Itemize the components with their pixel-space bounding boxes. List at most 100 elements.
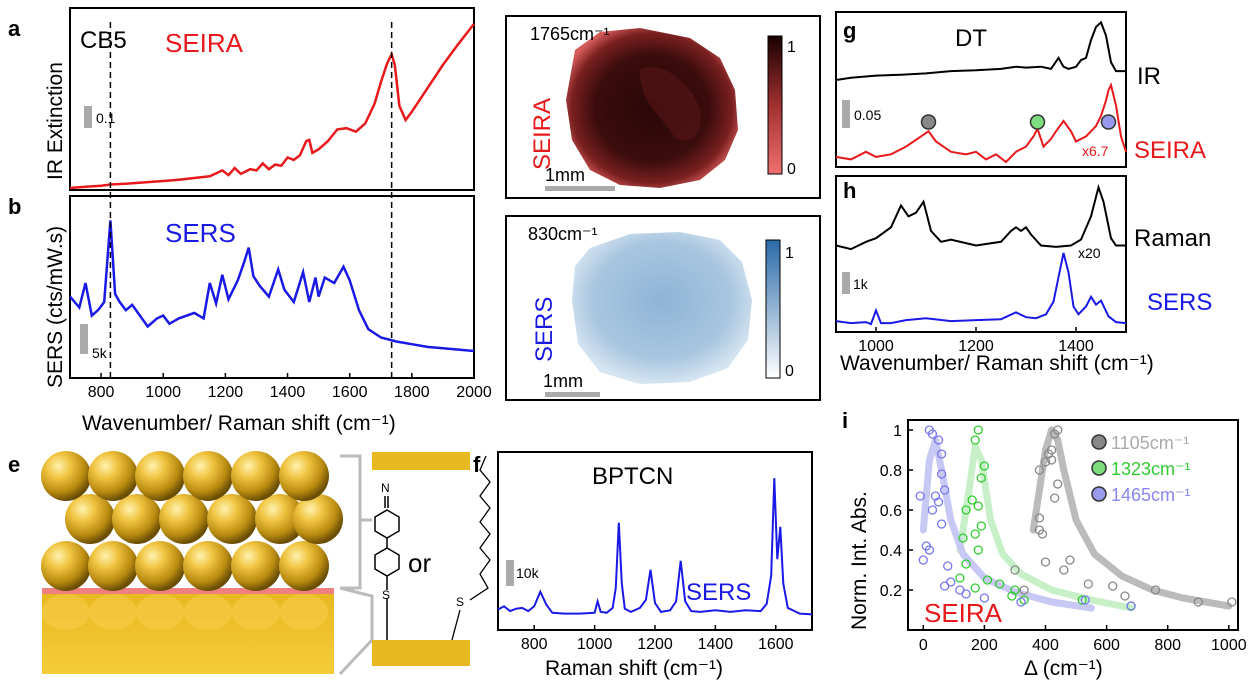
sulfur-label-2: S [456, 595, 464, 609]
panel-c-colorbar [767, 35, 783, 175]
panel-letter-b: b [8, 194, 21, 219]
panel-i-xtick-label: 600 [1093, 637, 1120, 654]
or-label: or [408, 548, 431, 578]
scatter-point [933, 435, 944, 445]
gold-nanoparticle [65, 494, 115, 544]
zoom-bracket [340, 454, 372, 590]
gold-nanoparticle [135, 541, 185, 591]
panel-f-tick-label: 1600 [758, 636, 794, 653]
scatter-point [940, 581, 950, 591]
panel-f-tick-label: 1400 [698, 636, 734, 653]
scatter-point [1083, 579, 1093, 589]
scatter-point [936, 519, 947, 529]
panel-h-sers-label: SERS [1147, 289, 1212, 316]
gold-nanoparticle [88, 451, 138, 501]
panel-h-frame [835, 175, 1127, 333]
panel-a-tag: CB5 [80, 27, 127, 54]
panel-b-tick-label: 2000 [456, 384, 492, 401]
panel-b-plot [69, 220, 475, 353]
fit-curve [919, 436, 1095, 612]
fit-curve [1029, 426, 1233, 610]
panel-f-label: SERS [686, 579, 751, 606]
scatter-point [918, 555, 928, 565]
seira-map-feature [640, 67, 701, 141]
panel-letter-e: e [8, 452, 20, 477]
panel-i-ylabel: Norm. Int. Abs. [848, 491, 871, 630]
panel-c-scalebar [545, 186, 615, 191]
scatter-point [976, 473, 986, 483]
panel-g-scalebar [842, 100, 850, 128]
panel-f-scale-label: 10k [516, 565, 540, 581]
scatter-point [1037, 529, 1048, 539]
panel-i-xtick-label: 200 [971, 637, 998, 654]
panel-g-plot [835, 20, 1127, 164]
nanoparticle-reflection [184, 594, 232, 630]
panel-d-scalebar-label: 1mm [543, 371, 583, 391]
scatter-point [1010, 565, 1020, 575]
panel-i-frame [907, 419, 1239, 631]
scatter-point [1120, 591, 1130, 601]
scatter-point [943, 561, 953, 571]
scatter-point [1108, 581, 1118, 591]
nitrile-label: N [381, 481, 390, 495]
scatter-point [1077, 595, 1087, 605]
scatter-point [961, 559, 971, 569]
scatter-point [927, 429, 938, 439]
panel-b-scale-label: 5k [92, 345, 108, 361]
scatter-point [1034, 465, 1045, 475]
legend-marker [1091, 460, 1107, 476]
panel-b-frame [69, 195, 475, 379]
panel-d-scalebar [545, 392, 600, 397]
gold-nanoparticle [88, 541, 138, 591]
dt-ir-line [835, 20, 1126, 81]
scatter-point [979, 593, 990, 603]
zoom-bracket-lower [338, 586, 374, 676]
gold-nanoparticle [183, 451, 233, 501]
panel-letter-a: a [8, 16, 21, 41]
panel-i-xtick-label: 1000 [1211, 637, 1247, 654]
panel-b-ylabel: SERS (cts/mW.s) [44, 226, 67, 388]
nanoparticle-reflection [232, 594, 280, 630]
panel-f-plot [497, 478, 813, 616]
panel-d-colorbar [765, 239, 781, 379]
panel-b-tick-label: 800 [88, 384, 115, 401]
scatter-point [961, 589, 971, 599]
panel-c-cbar-min: 0 [787, 161, 796, 178]
gold-substrate [42, 592, 334, 674]
nanoparticle-reflection [280, 594, 328, 630]
panel-h-xticks: 1000 1200 1400 [858, 327, 1094, 355]
scatter-point [995, 579, 1005, 589]
peak-marker [920, 114, 937, 130]
panel-a-ylabel: IR Extinction [44, 62, 67, 180]
panel-f-tick-label: 800 [521, 636, 548, 653]
scatter-point [970, 435, 980, 445]
gold-nanoparticle [159, 494, 209, 544]
panel-h-scalebar [842, 272, 850, 294]
panel-a-scalebar [84, 106, 92, 128]
panel-h-raman-label: Raman [1134, 225, 1211, 252]
scatter-point [1016, 597, 1026, 607]
scatter-point [936, 449, 947, 459]
gold-nanoparticle [135, 451, 185, 501]
scatter-point [982, 575, 993, 585]
dodecanethiol-chain [469, 455, 491, 601]
gold-nanoparticle [255, 494, 305, 544]
panel-i-ytick-label: 0.4 [880, 543, 902, 560]
panel-b-tick-label: 1400 [270, 384, 306, 401]
gold-nanoparticle [41, 451, 91, 501]
gold-nanoparticle [183, 541, 233, 591]
gold-nanoparticle [279, 541, 329, 591]
panel-g-seira-label: SEIRA [1134, 137, 1206, 164]
panel-i-xlabel: Δ (cm⁻¹) [1024, 657, 1103, 680]
scatter-point [924, 545, 935, 555]
panel-d-cbar-min: 0 [785, 363, 794, 380]
scatter-point [973, 545, 983, 555]
dashed-guide-lines [109, 22, 393, 378]
panel-i-ytick-label: 0.8 [880, 463, 902, 480]
panel-h-multiplier: x20 [1078, 245, 1101, 261]
scatter-point [1053, 479, 1063, 489]
scatter-point [1040, 557, 1051, 567]
legend-label: 1323cm⁻¹ [1111, 459, 1191, 479]
scatter-point [1050, 429, 1060, 439]
